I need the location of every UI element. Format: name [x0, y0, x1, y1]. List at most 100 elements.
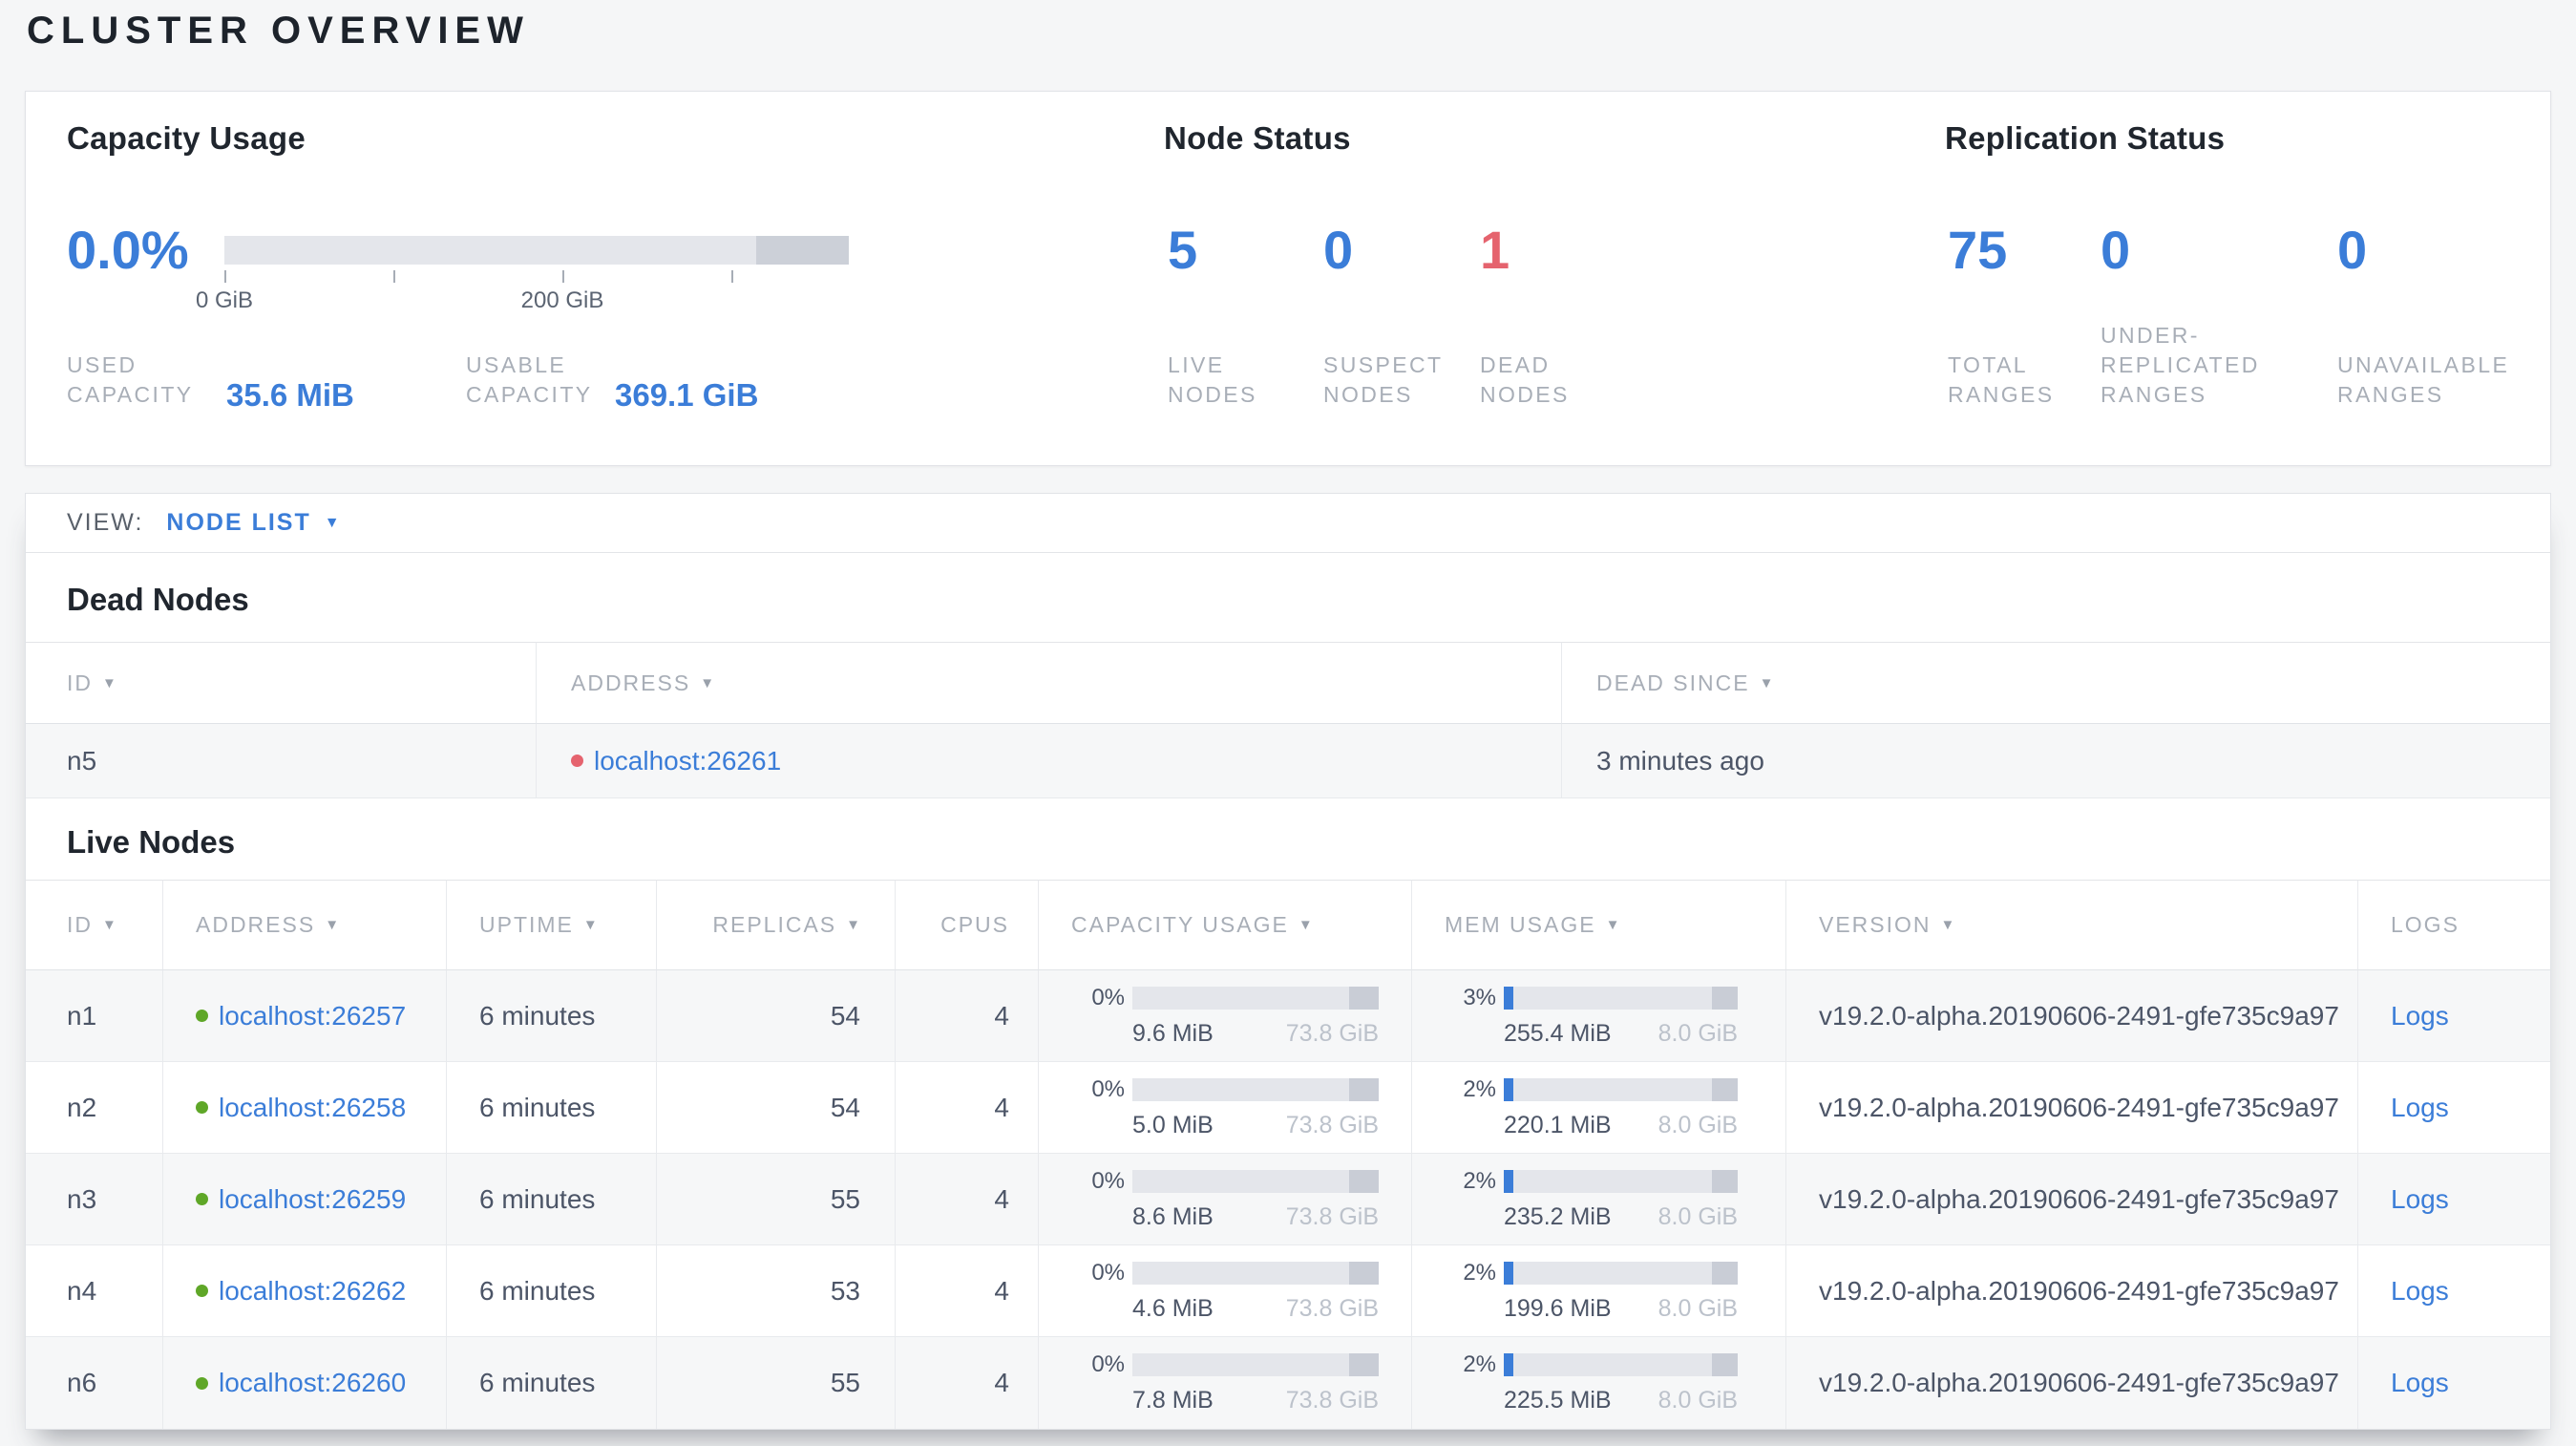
dead-col-header-address[interactable]: ADDRESS ▼ — [537, 642, 1562, 724]
mem-bar-fill — [1504, 986, 1513, 1010]
live-status-icon — [196, 1376, 208, 1390]
capacity-used: 5.0 MiB — [1132, 1111, 1214, 1138]
under-replicated-ranges-count: 0 — [2101, 220, 2131, 280]
capacity-percent: 0% — [1091, 1075, 1125, 1102]
mem-total: 8.0 GiB — [1658, 1019, 1738, 1047]
node-address-link[interactable]: localhost:26257 — [219, 1000, 407, 1031]
column-label: ADDRESS — [196, 912, 316, 937]
node-address-link[interactable]: localhost:26258 — [219, 1092, 407, 1122]
node-version: v19.2.0-alpha.20190606-2491-gfe735c9a97 — [1786, 1154, 2358, 1245]
capacity-percent: 0% — [1091, 1351, 1125, 1377]
logs-link[interactable]: Logs — [2391, 1368, 2449, 1397]
column-label: REPLICAS — [712, 912, 837, 937]
mem-percent: 2% — [1463, 1259, 1496, 1286]
mem-bar — [1504, 1169, 1738, 1193]
node-id: n2 — [26, 1062, 163, 1154]
axis-tick — [731, 270, 733, 283]
mem-used: 199.6 MiB — [1504, 1294, 1612, 1322]
dead-node-address-cell: localhost:26261 — [537, 724, 1562, 798]
node-id: n6 — [26, 1337, 163, 1429]
page-title: CLUSTER OVERVIEW — [27, 10, 530, 52]
mem-percent: 2% — [1463, 1167, 1496, 1194]
live-col-header-replicas[interactable]: REPLICAS ▼ — [657, 880, 896, 970]
node-replicas: 54 — [657, 970, 896, 1062]
total-ranges-label: TOTAL RANGES — [1948, 352, 2055, 407]
node-cpus: 4 — [896, 1337, 1039, 1429]
mem-bar-cap — [1712, 1261, 1738, 1285]
logs-link[interactable]: Logs — [2391, 1000, 2449, 1031]
capacity-total: 73.8 GiB — [1285, 1387, 1379, 1414]
mem-bar-fill — [1504, 1169, 1513, 1193]
node-logs-cell: Logs — [2358, 1245, 2550, 1337]
capacity-used: 8.6 MiB — [1132, 1202, 1214, 1230]
cluster-summary-card: Capacity Usage 0.0% 0 GiB 200 GiB USED C… — [25, 91, 2551, 466]
column-label: CPUS — [940, 912, 1009, 937]
mem-bar-cap — [1712, 1077, 1738, 1101]
mem-bar — [1504, 1077, 1738, 1101]
node-uptime: 6 minutes — [447, 1337, 657, 1429]
axis-tick — [393, 270, 395, 283]
capacity-usage-bar — [224, 236, 849, 265]
sort-desc-icon: ▼ — [582, 917, 598, 933]
node-uptime: 6 minutes — [447, 1154, 657, 1245]
live-col-header-address[interactable]: ADDRESS ▼ — [163, 880, 447, 970]
column-label: LOGS — [2391, 912, 2460, 937]
mem-used: 220.1 MiB — [1504, 1111, 1612, 1138]
total-ranges-count: 75 — [1948, 220, 2008, 280]
node-replicas: 55 — [657, 1337, 896, 1429]
axis-tick-label: 200 GiB — [520, 287, 604, 313]
node-uptime: 6 minutes — [447, 970, 657, 1062]
sort-desc-icon: ▼ — [102, 917, 116, 933]
mem-total: 8.0 GiB — [1658, 1202, 1738, 1230]
live-col-header-version[interactable]: VERSION ▼ — [1786, 880, 2358, 970]
node-address-link[interactable]: localhost:26262 — [219, 1275, 407, 1306]
node-uptime: 6 minutes — [447, 1062, 657, 1154]
live-nodes-label: LIVE NODES — [1168, 352, 1257, 407]
dead-nodes-count: 1 — [1480, 220, 1510, 280]
node-cpus: 4 — [896, 1245, 1039, 1337]
view-selector-value[interactable]: NODE LIST — [166, 509, 311, 536]
live-col-header-uptime[interactable]: UPTIME ▼ — [447, 880, 657, 970]
mem-percent: 3% — [1463, 984, 1496, 1010]
dead-node-dead-since: 3 minutes ago — [1562, 724, 2550, 798]
mem-percent: 2% — [1463, 1075, 1496, 1102]
view-selector[interactable]: VIEW: NODE LIST ▼ — [26, 494, 2550, 553]
node-mem-usage: 2% 199.6 MiB 8.0 GiB — [1412, 1245, 1786, 1337]
column-label: DEAD SINCE — [1596, 670, 1750, 695]
capacity-bar — [1132, 986, 1379, 1010]
dead-col-header-id[interactable]: ID ▼ — [26, 642, 537, 724]
node-id: n4 — [26, 1245, 163, 1337]
node-logs-cell: Logs — [2358, 1337, 2550, 1429]
node-cpus: 4 — [896, 1062, 1039, 1154]
capacity-percent: 0% — [1091, 1167, 1125, 1194]
node-version: v19.2.0-alpha.20190606-2491-gfe735c9a97 — [1786, 1337, 2358, 1429]
capacity-bar-cap — [1349, 1077, 1379, 1101]
mem-bar — [1504, 986, 1738, 1010]
usable-capacity-label: USABLE CAPACITY — [466, 352, 593, 407]
capacity-bar — [1132, 1261, 1379, 1285]
live-status-icon — [196, 1101, 208, 1114]
mem-bar-cap — [1712, 986, 1738, 1010]
column-label: UPTIME — [479, 912, 574, 937]
mem-bar-cap — [1712, 1169, 1738, 1193]
capacity-usage-title: Capacity Usage — [67, 120, 306, 156]
live-col-header-id[interactable]: ID ▼ — [26, 880, 163, 970]
node-address-link[interactable]: localhost:26259 — [219, 1183, 407, 1214]
dead-col-header-dead-since[interactable]: DEAD SINCE ▼ — [1562, 642, 2550, 724]
logs-link[interactable]: Logs — [2391, 1183, 2449, 1214]
logs-link[interactable]: Logs — [2391, 1275, 2449, 1306]
live-nodes-table: ID ▼ ADDRESS ▼ UPTIME ▼ REPLICAS ▼ CPUS … — [26, 880, 2550, 1429]
mem-bar-cap — [1712, 1353, 1738, 1376]
logs-link[interactable]: Logs — [2391, 1092, 2449, 1122]
column-label: CAPACITY USAGE — [1071, 912, 1289, 937]
capacity-total: 73.8 GiB — [1285, 1294, 1379, 1322]
live-col-header-mem-usage[interactable]: MEM USAGE ▼ — [1412, 880, 1786, 970]
nodes-table-card: VIEW: NODE LIST ▼ Dead Nodes ID ▼ ADDRES… — [25, 493, 2551, 1430]
view-selector-label: VIEW: — [67, 509, 144, 536]
unavailable-ranges-label: UNAVAILABLE RANGES — [2337, 352, 2510, 407]
usable-capacity-value: 369.1 GiB — [615, 377, 759, 413]
node-address-link[interactable]: localhost:26260 — [219, 1368, 407, 1397]
dead-node-address-link[interactable]: localhost:26261 — [594, 745, 782, 776]
live-col-header-capacity-usage[interactable]: CAPACITY USAGE ▼ — [1039, 880, 1412, 970]
live-nodes-title: Live Nodes — [67, 824, 236, 860]
